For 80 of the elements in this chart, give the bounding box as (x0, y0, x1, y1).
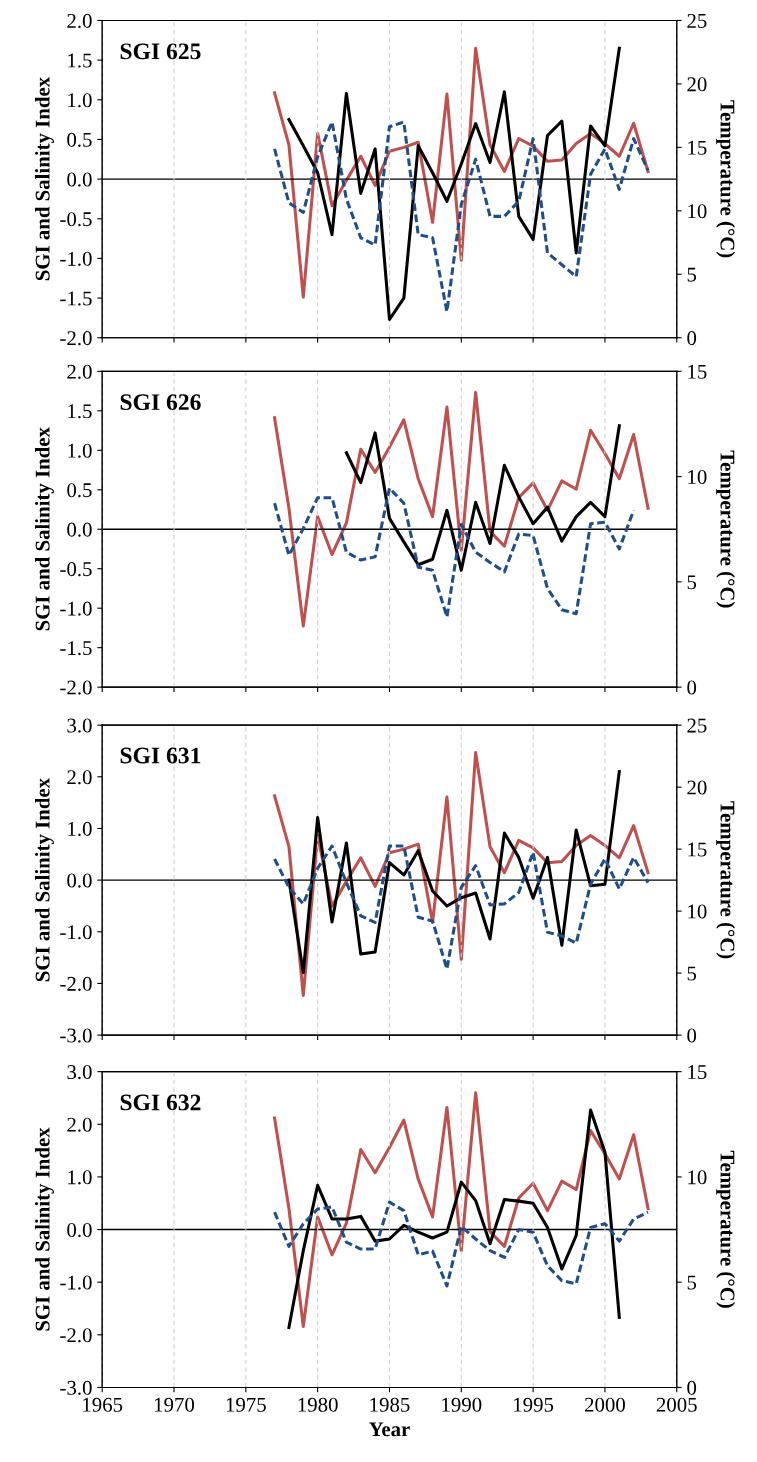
text: SGI 626 (120, 394, 201, 411)
y2-tick-label: 0 (687, 331, 697, 346)
y-tick-label: 2.0 (67, 13, 92, 28)
y-tick-label: 1.5 (68, 404, 92, 419)
y2-tick-label: 5 (687, 267, 697, 282)
y-tick-label: 0.5 (67, 132, 92, 147)
y-tick-label: 1.0 (68, 1170, 92, 1185)
line-series (273, 1091, 650, 1328)
y-tick-label: -1.5 (60, 641, 92, 656)
y-tick-label: -3.0 (60, 1028, 92, 1043)
y-tick-label: 2.0 (67, 770, 92, 785)
y-tick-label: 1.0 (68, 93, 92, 108)
y2-tick-label: 5 (687, 1275, 697, 1290)
x-tick-label: 1995 (514, 1397, 554, 1412)
x-tick-label: 1980 (298, 1397, 338, 1412)
y-axis-title: SGI and Salinity Index (34, 427, 54, 631)
y2-tick-label: 10 (688, 1170, 707, 1185)
y2-tick-label: 15 (688, 1065, 707, 1080)
y2-tick-label: 10 (688, 469, 707, 485)
y-tick-label: 1.5 (68, 53, 92, 68)
y-tick-label: 0.0 (67, 172, 92, 187)
y-tick-label: -1.5 (60, 291, 92, 306)
y2-tick-label: 0 (687, 1028, 697, 1043)
y-tick-label: 2.0 (67, 364, 92, 379)
line-series (273, 390, 650, 628)
line-series (273, 844, 650, 971)
y-tick-label: 2.0 (67, 1117, 92, 1132)
y2-axis-title: Temperature (°C) (716, 801, 736, 959)
y-axis-title: SGI and Salinity Index (34, 778, 54, 982)
y-tick-label: 3.0 (67, 718, 92, 733)
y-tick-label: -2.0 (60, 680, 92, 695)
y2-tick-label: 10 (688, 204, 707, 219)
x-tick-label: 1990 (442, 1397, 482, 1412)
x-axis-title: Year (369, 1422, 410, 1437)
line-series (273, 486, 636, 619)
y2-axis-title: Temperature (°C) (716, 100, 736, 258)
y2-tick-label: 10 (688, 904, 707, 919)
y-tick-label: -0.5 (60, 562, 92, 577)
x-tick-label: 2000 (585, 1397, 625, 1412)
y-tick-label: 3.0 (67, 1065, 92, 1080)
x-tick-label: 1970 (155, 1397, 195, 1412)
y2-tick-label: 0 (687, 680, 697, 695)
y2-tick-label: 20 (687, 77, 707, 92)
y-tick-label: 1.0 (68, 443, 92, 458)
y-tick-label: 0.0 (67, 873, 92, 888)
y2-tick-label: 25 (687, 13, 707, 28)
x-tick-label: 1965 (83, 1397, 123, 1412)
y-tick-label: 0.0 (67, 522, 92, 537)
y-tick-label: -0.5 (60, 212, 92, 227)
y2-tick-label: 20 (687, 780, 707, 795)
y2-tick-label: 25 (687, 718, 707, 733)
line-series (273, 120, 650, 314)
y-tick-label: -1.0 (60, 601, 92, 616)
y2-tick-label: 5 (687, 575, 697, 590)
y-tick-label: 0.5 (67, 483, 92, 498)
y2-tick-label: 0 (687, 1380, 697, 1395)
y-tick-label: 0.0 (67, 1222, 92, 1238)
y-axis-title: SGI and Salinity Index (34, 77, 54, 281)
y2-axis-title: Temperature (°C) (716, 450, 736, 608)
y2-tick-label: 15 (688, 140, 707, 155)
y2-tick-label: 15 (688, 364, 707, 379)
text: SGI 631 (120, 747, 201, 764)
y2-axis-title: Temperature (°C) (716, 1150, 736, 1308)
x-tick-label: 1975 (226, 1397, 266, 1412)
y-tick-label: -1.0 (60, 251, 92, 266)
y2-tick-label: 15 (688, 842, 707, 857)
y-tick-label: 1.0 (68, 821, 92, 836)
y-tick-label: -2.0 (60, 331, 92, 346)
y-axis-title: SGI and Salinity Index (34, 1127, 54, 1331)
x-tick-label: 1985 (370, 1397, 410, 1412)
y-tick-label: -1.0 (60, 1275, 92, 1290)
line-series (273, 1200, 650, 1288)
text: SGI 632 (120, 1094, 201, 1111)
y2-tick-label: 5 (687, 966, 697, 981)
y-tick-label: -3.0 (60, 1380, 92, 1395)
y-tick-label: -1.0 (60, 925, 92, 940)
y-tick-label: -2.0 (60, 1328, 92, 1343)
x-tick-label: 2005 (656, 1397, 697, 1412)
y-tick-label: -2.0 (60, 976, 92, 991)
text: SGI 625 (120, 43, 201, 60)
